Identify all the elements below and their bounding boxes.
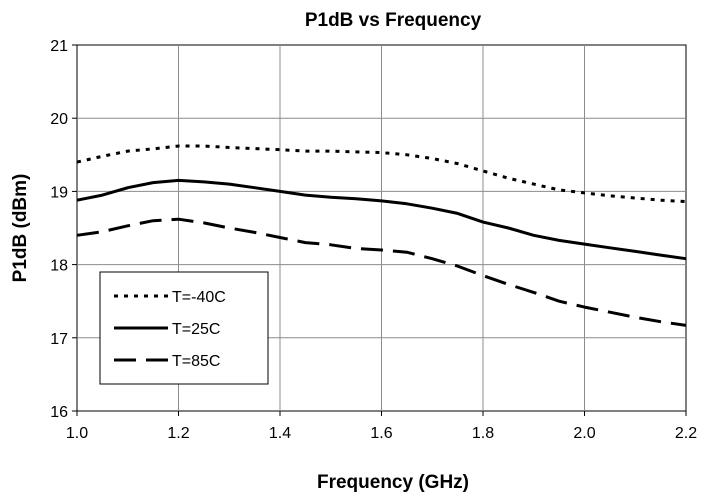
series-line-t-25c bbox=[76, 178, 687, 261]
y-axis-label: P1dB (dBm) bbox=[10, 174, 31, 283]
x-tick-label: 1.8 bbox=[472, 425, 494, 442]
y-tick-label: 17 bbox=[50, 331, 68, 348]
series-group bbox=[76, 144, 687, 327]
y-tick-label: 16 bbox=[50, 404, 68, 421]
y-tick-label: 20 bbox=[50, 111, 68, 128]
y-tick-label: 18 bbox=[50, 258, 68, 275]
x-tick-label: 2.0 bbox=[573, 425, 595, 442]
y-tick-label: 19 bbox=[50, 184, 68, 201]
x-tick-label: 1.0 bbox=[66, 425, 88, 442]
chart-title: P1dB vs Frequency bbox=[305, 10, 482, 31]
x-axis-label: Frequency (GHz) bbox=[317, 472, 469, 493]
x-tick-label: 1.2 bbox=[167, 425, 189, 442]
x-tick-label: 1.4 bbox=[269, 425, 291, 442]
x-tick-label: 1.6 bbox=[370, 425, 392, 442]
legend-label: T=25C bbox=[172, 321, 220, 338]
y-tick-label: 21 bbox=[50, 38, 68, 55]
legend-label: T=-40C bbox=[172, 289, 226, 306]
legend-label: T=85C bbox=[172, 353, 220, 370]
series-line-t-85c bbox=[76, 217, 687, 327]
legend: T=-40C T=25C T=85C bbox=[99, 271, 269, 385]
tick-labels: 16 17 18 19 20 21 1.0 1.2 1.4 1.6 1.8 2.0 2.2 bbox=[50, 38, 697, 442]
x-tick-label: 2.2 bbox=[675, 425, 697, 442]
